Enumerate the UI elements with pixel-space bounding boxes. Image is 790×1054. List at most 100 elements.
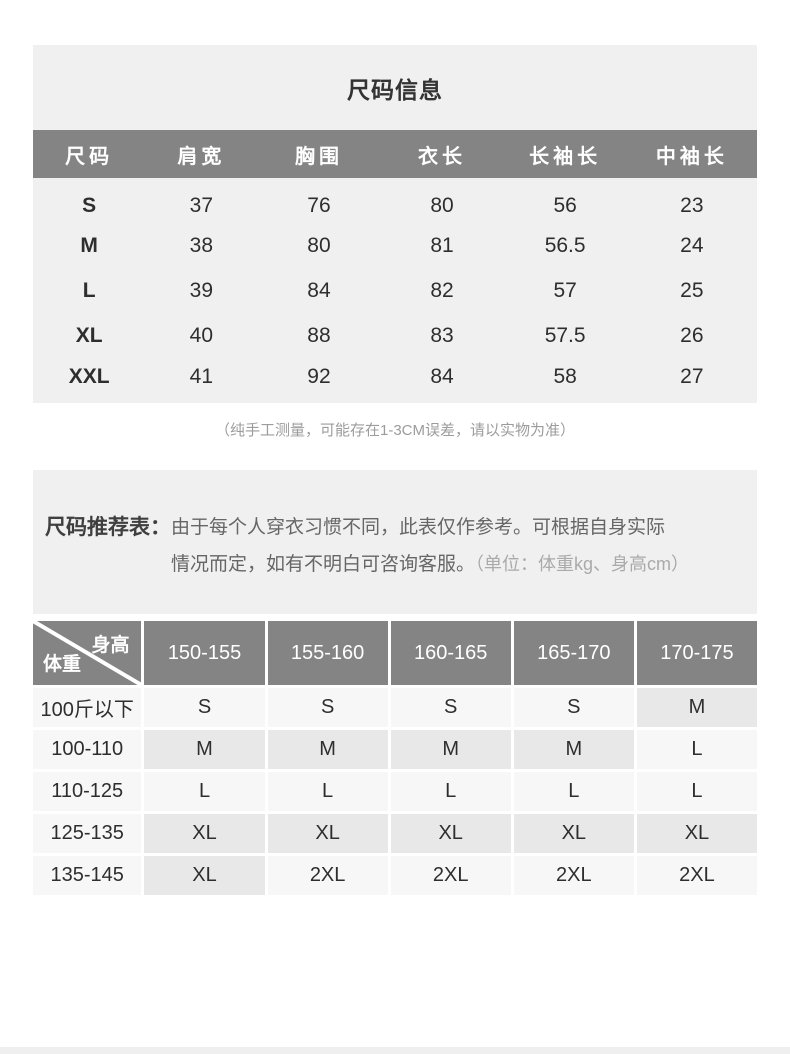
size-value: 37 <box>189 193 213 217</box>
recommend-size-cell: M <box>144 730 265 769</box>
size-value: 82 <box>430 278 454 302</box>
recommend-size-cell: S <box>513 688 634 727</box>
weight-row: 135-145 XL 2XL 2XL 2XL 2XL <box>33 856 757 895</box>
recommend-size-cell: XL <box>636 814 757 853</box>
size-value: 27 <box>680 364 704 388</box>
size-table: 尺码 肩宽 胸围 衣长 长袖长 中袖长 S 37 76 80 56 23 M 3… <box>33 130 757 403</box>
size-value: 80 <box>430 193 454 217</box>
size-value: 57 <box>553 278 577 302</box>
corner-height-label: 身高 <box>91 635 130 656</box>
recommend-size-cell: S <box>144 688 265 727</box>
size-info-title-area: 尺码信息 <box>33 45 757 130</box>
height-weight-header-row: 身高 体重 150-155 155-160 160-165 165-170 17… <box>33 621 757 685</box>
size-info-panel: 尺码信息 尺码 肩宽 胸围 衣长 长袖长 中袖长 S 37 76 80 56 2… <box>33 45 757 403</box>
recommend-size-cell: XL <box>267 814 388 853</box>
weight-row-label: 110-125 <box>33 772 142 811</box>
recommend-size-cell: M <box>513 730 634 769</box>
height-column-header: 165-170 <box>513 621 634 685</box>
size-value: 80 <box>307 233 331 257</box>
height-weight-table: 身高 体重 150-155 155-160 160-165 165-170 17… <box>30 618 760 898</box>
recommend-size-cell: 2XL <box>636 856 757 895</box>
size-label: L <box>82 278 96 302</box>
size-table-header-row: 尺码 肩宽 胸围 衣长 长袖长 中袖长 <box>33 130 757 178</box>
size-table-row-m: M 38 80 81 56.5 24 <box>33 223 757 268</box>
recommend-size-cell: XL <box>513 814 634 853</box>
size-table-header-long-sleeve: 长袖长 <box>503 130 627 178</box>
size-table-row-s: S 37 76 80 56 23 <box>33 178 757 223</box>
size-table-header-shoulder: 肩宽 <box>145 130 258 178</box>
weight-row-label: 125-135 <box>33 814 142 853</box>
height-column-header: 170-175 <box>636 621 757 685</box>
weight-row: 100-110 M M M M L <box>33 730 757 769</box>
size-value: 38 <box>189 233 213 257</box>
weight-row: 110-125 L L L L L <box>33 772 757 811</box>
size-value: 26 <box>680 323 704 347</box>
size-table-header-length: 衣长 <box>380 130 504 178</box>
recommend-title: 尺码推荐表： <box>45 516 171 539</box>
size-value: 41 <box>189 364 213 388</box>
size-value: 84 <box>430 364 454 388</box>
size-value: 84 <box>307 278 331 302</box>
weight-row: 125-135 XL XL XL XL XL <box>33 814 757 853</box>
size-value: 56.5 <box>544 233 586 257</box>
size-label: M <box>80 233 98 257</box>
recommend-size-cell: L <box>636 730 757 769</box>
size-table-row-xl: XL 40 88 83 57.5 26 <box>33 313 757 358</box>
size-value: 76 <box>307 193 331 217</box>
recommend-size-cell: L <box>636 772 757 811</box>
size-value: 24 <box>680 233 704 257</box>
measurement-note: （纯手工测量，可能存在1-3CM误差，请以实物为准） <box>214 422 575 439</box>
size-value: 81 <box>430 233 454 257</box>
size-value: 88 <box>307 323 331 347</box>
recommend-desc-line2: 情况而定，如有不明白可咨询客服。 <box>171 554 476 575</box>
size-table-row-xxl: XXL 41 92 84 58 27 <box>33 358 757 403</box>
recommend-size-cell: L <box>513 772 634 811</box>
recommend-size-cell: L <box>390 772 511 811</box>
recommend-size-cell: 2XL <box>390 856 511 895</box>
size-table-header-chest: 胸围 <box>257 130 381 178</box>
recommend-size-cell: L <box>267 772 388 811</box>
size-recommend-panel: 尺码推荐表： 由于每个人穿衣习惯不同，此表仅作参考。可根据自身实际 情况而定，如… <box>33 470 757 614</box>
recommend-size-cell: 2XL <box>513 856 634 895</box>
recommend-size-cell: S <box>390 688 511 727</box>
size-value: 83 <box>430 323 454 347</box>
recommend-description: 由于每个人穿衣习惯不同，此表仅作参考。可根据自身实际 情况而定，如有不明白可咨询… <box>171 510 689 583</box>
recommend-size-cell: M <box>636 688 757 727</box>
recommend-size-cell: M <box>390 730 511 769</box>
recommend-size-cell: XL <box>144 814 265 853</box>
size-label: XL <box>75 323 103 347</box>
weight-row-label: 100-110 <box>33 730 142 769</box>
weight-row: 100斤以下 S S S S M <box>33 688 757 727</box>
size-value: 92 <box>307 364 331 388</box>
size-value: 58 <box>553 364 577 388</box>
size-label: XXL <box>68 364 110 388</box>
next-section-divider <box>0 1047 790 1054</box>
recommend-size-cell: L <box>144 772 265 811</box>
size-value: 39 <box>189 278 213 302</box>
diagonal-divider <box>33 621 141 685</box>
page-title: 尺码信息 <box>347 76 443 103</box>
size-table-header-mid-sleeve: 中袖长 <box>626 130 757 178</box>
recommend-unit-note: （单位：体重kg、身高cm） <box>475 554 690 574</box>
weight-row-label: 100斤以下 <box>33 688 142 727</box>
height-column-header: 160-165 <box>390 621 511 685</box>
size-value: 57.5 <box>544 323 586 347</box>
recommend-desc-line1: 由于每个人穿衣习惯不同，此表仅作参考。可根据自身实际 <box>171 517 666 538</box>
size-value: 56 <box>553 193 577 217</box>
height-column-header: 150-155 <box>144 621 265 685</box>
corner-cell: 身高 体重 <box>33 621 142 685</box>
height-column-header: 155-160 <box>267 621 388 685</box>
size-value: 25 <box>680 278 704 302</box>
size-table-row-l: L 39 84 82 57 25 <box>33 268 757 313</box>
corner-weight-label: 体重 <box>43 654 82 675</box>
recommend-size-cell: M <box>267 730 388 769</box>
weight-row-label: 135-145 <box>33 856 142 895</box>
recommend-size-cell: 2XL <box>267 856 388 895</box>
size-value: 23 <box>680 193 704 217</box>
size-value: 40 <box>189 323 213 347</box>
size-table-header-size: 尺码 <box>33 130 146 178</box>
recommend-size-cell: XL <box>144 856 265 895</box>
size-label: S <box>82 193 97 217</box>
recommend-size-cell: XL <box>390 814 511 853</box>
recommend-size-cell: S <box>267 688 388 727</box>
